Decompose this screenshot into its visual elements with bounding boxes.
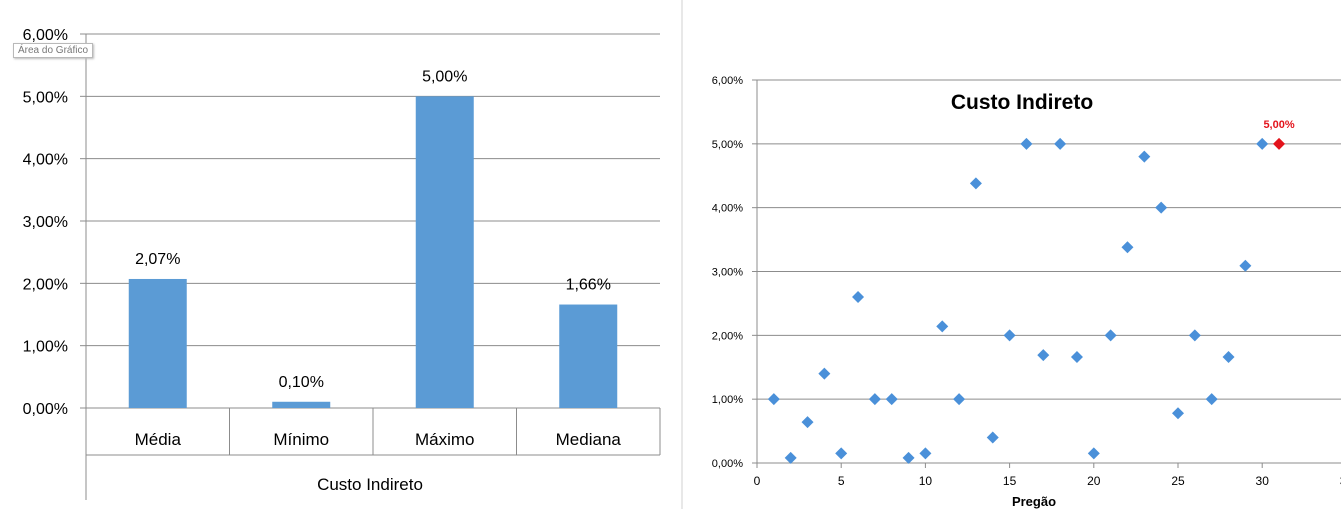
scatter-point [1256,137,1269,150]
scatter-point [902,451,915,464]
bar-chart-data-labels: 2,07% 0,10% 5,00% 1,66% [135,68,611,390]
chart-area-tooltip: Área do Gráfico [13,43,94,58]
scatter-point [1239,259,1252,272]
scatter-chart-x-axis-title: Pregão [1012,494,1056,509]
scatter-point [852,291,865,304]
bar [272,401,331,408]
scatter-point [1188,329,1201,342]
scatter-y-tick-label: 0,00% [712,458,743,470]
scatter-point [1172,407,1184,420]
scatter-y-tick-label: 4,00% [712,203,743,215]
scatter-chart-gridlines [752,79,1341,468]
bar-chart-x-axis-title: Custo Indireto [317,475,423,494]
scatter-y-tick-label: 6,00% [712,75,743,87]
bar-chart-bars [128,96,618,408]
scatter-x-tick-label: 25 [1171,474,1185,488]
scatter-point [1070,351,1083,364]
scatter-y-tick-label: 2,00% [712,330,743,342]
scatter-chart-highlight-label: 5,00% [1263,119,1294,131]
scatter-point [1054,137,1067,150]
scatter-chart-x-tick-labels: 0 5 10 15 20 25 30 35 [754,474,1341,488]
scatter-point [1003,329,1016,342]
scatter-point [801,416,814,429]
bar-y-tick-label: 0,00% [23,401,68,418]
scatter-point [885,393,898,406]
scatter-point [1037,349,1050,362]
bar-y-tick-label: 5,00% [23,89,68,106]
scatter-y-tick-label: 1,00% [712,394,743,406]
scatter-x-tick-label: 30 [1256,474,1270,488]
bar-chart-y-tick-labels: 0,00% 1,00% 2,00% 3,00% 4,00% 5,00% 6,00% [23,27,68,418]
scatter-point [1155,201,1168,214]
bar-data-label: 0,10% [279,374,324,391]
bar-category-label: Mediana [556,430,622,449]
scatter-point [1104,329,1117,342]
scatter-chart-title: Custo Indireto [951,91,1093,114]
bar-y-tick-label: 6,00% [23,27,68,44]
scatter-y-tick-label: 3,00% [712,267,743,279]
scatter-x-tick-label: 15 [1003,474,1017,488]
bar-chart[interactable]: 0,00% 1,00% 2,00% 3,00% 4,00% 5,00% 6,00% 2,07… [23,0,683,509]
scatter-point [969,177,982,190]
bar-y-tick-label: 3,00% [23,214,68,231]
bar-category-label: Mínimo [273,430,329,449]
scatter-point [986,431,999,444]
bar-y-tick-label: 2,00% [23,276,68,293]
scatter-point [1138,150,1151,163]
scatter-point [1087,447,1100,460]
scatter-chart-y-tick-labels: 0,00% 1,00% 2,00% 3,00% 4,00% 5,00% 6,00% [712,75,743,470]
scatter-point [1222,351,1235,364]
scatter-x-tick-label: 5 [838,474,845,488]
scatter-x-tick-label: 0 [754,474,761,488]
scatter-x-tick-label: 10 [919,474,933,488]
bar [128,278,187,408]
scatter-point [1273,137,1286,150]
bar-y-tick-label: 4,00% [23,152,68,169]
scatter-y-tick-label: 5,00% [712,139,743,151]
scatter-point [936,320,949,333]
scatter-point [919,447,932,460]
scatter-point [868,393,881,406]
scatter-point [767,393,780,406]
scatter-point [1205,393,1218,406]
scatter-point [953,393,966,406]
bar [415,96,474,408]
bar-data-label: 2,07% [135,251,180,268]
bar-chart-category-axis: Média Mínimo Máximo Mediana [86,408,661,456]
scatter-point [818,367,831,380]
scatter-point [784,451,797,464]
scatter-point [1121,241,1134,254]
scatter-chart-points [767,137,1286,464]
bar-y-tick-label: 1,00% [23,339,68,356]
scatter-point [1020,137,1033,150]
bar-category-label: Máximo [415,430,475,449]
bar-category-label: Média [135,430,182,449]
bar-data-label: 1,66% [566,277,611,294]
scatter-chart[interactable]: 0,00% 1,00% 2,00% 3,00% 4,00% 5,00% 6,00% 0 5 10… [712,75,1341,509]
bar-data-label: 5,00% [422,68,467,85]
scatter-x-tick-label: 35 [1340,474,1341,488]
scatter-x-tick-label: 20 [1087,474,1101,488]
bar [559,304,618,408]
scatter-point [835,447,848,460]
